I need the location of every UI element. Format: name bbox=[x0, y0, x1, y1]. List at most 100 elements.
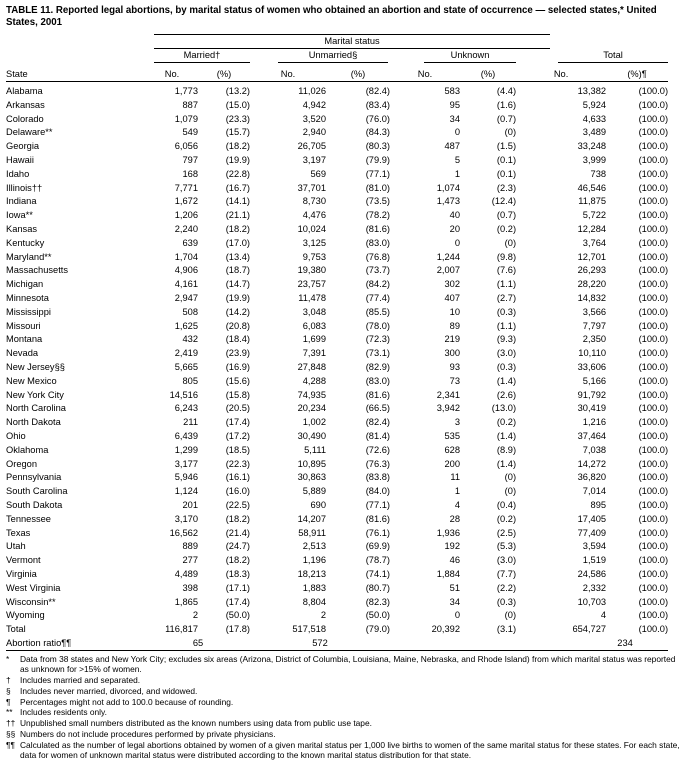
footnote-text: Includes never married, divorced, and wi… bbox=[20, 685, 198, 696]
state-cell: Kentucky bbox=[6, 237, 45, 248]
value-cell: 3,048 bbox=[302, 306, 326, 317]
value-cell: (78.2) bbox=[365, 210, 390, 221]
value-cell: (78.0) bbox=[365, 320, 390, 331]
marital-status-spanner: Marital status bbox=[146, 34, 551, 50]
col-header-pct-total: (%)¶ bbox=[606, 63, 669, 83]
value-cell: (2.7) bbox=[496, 293, 517, 303]
value-cell: 2,947 bbox=[174, 293, 198, 303]
footnote-symbol: ¶¶ bbox=[6, 740, 15, 751]
value-cell: (16.1) bbox=[225, 472, 250, 483]
value-cell: 10,703 bbox=[577, 596, 607, 607]
value-cell: 14,272 bbox=[577, 458, 607, 469]
footnote-text: Calculated as the number of legal aborti… bbox=[20, 740, 680, 761]
value-cell: (100.0) bbox=[638, 334, 669, 345]
spanner-row: Marital status bbox=[6, 34, 668, 50]
value-cell: (76.3) bbox=[365, 458, 390, 469]
footnote-symbol: § bbox=[6, 685, 11, 696]
value-cell: 2,940 bbox=[302, 127, 326, 138]
state-cell: Michigan bbox=[6, 279, 44, 290]
footnote-symbol: ¶ bbox=[6, 696, 11, 707]
table-row: Iowa** 1,206 (21.1) 4,476 (78.2) 40 (0.7) 5,722… bbox=[6, 206, 668, 220]
value-cell: 4,906 bbox=[174, 265, 198, 276]
value-cell: 654,727 bbox=[572, 624, 607, 635]
value-cell: 583 bbox=[444, 86, 460, 97]
value-cell: 432 bbox=[182, 334, 198, 345]
value-cell: 11,026 bbox=[298, 86, 326, 97]
value-cell: 89 bbox=[449, 320, 460, 331]
value-cell: 4 bbox=[454, 499, 460, 510]
footnote-symbol: §§ bbox=[6, 729, 16, 740]
table-row: Nevada 2,419 (23.9) 7,391 (73.1) 300 (3.0) 10,1… bbox=[6, 344, 668, 358]
value-cell: (1.6) bbox=[496, 99, 517, 110]
ratio-total: 234 bbox=[516, 634, 669, 651]
col-header-state: State bbox=[6, 63, 146, 83]
value-cell: 1,002 bbox=[302, 417, 326, 428]
footnote-symbol: † bbox=[6, 674, 11, 685]
value-cell: (82.3) bbox=[365, 596, 390, 607]
value-cell: (18.2) bbox=[225, 224, 250, 235]
footnote-symbol: * bbox=[6, 653, 10, 664]
state-cell: New Jersey§§ bbox=[6, 361, 65, 372]
value-cell: 26,705 bbox=[297, 141, 326, 152]
value-cell: 1,473 bbox=[436, 196, 460, 207]
value-cell: (76.0) bbox=[365, 113, 390, 124]
value-cell: 2,007 bbox=[436, 265, 460, 276]
value-cell: 24,586 bbox=[577, 568, 607, 579]
value-cell: 889 bbox=[182, 541, 198, 552]
value-cell: 3,942 bbox=[436, 403, 460, 414]
value-cell: (81.6) bbox=[365, 389, 390, 400]
col-header-pct: (%) bbox=[326, 63, 390, 83]
value-cell: 28,220 bbox=[577, 279, 607, 290]
table-row: Mississippi 508 (14.2) 3,048 (85.5) 10 (0.3) 3,… bbox=[6, 303, 668, 317]
state-cell: South Dakota bbox=[6, 499, 63, 510]
value-cell: 37,464 bbox=[577, 430, 607, 441]
value-cell: 34 bbox=[449, 113, 460, 124]
value-cell: 3,177 bbox=[174, 458, 198, 469]
value-cell: 887 bbox=[182, 99, 198, 110]
page: TABLE 11. Reported legal abortions, by m… bbox=[6, 5, 684, 761]
table-row: Hawaii 797 (19.9) 3,197 (79.9) 5 (0.1) 3,999 (10… bbox=[6, 151, 668, 165]
value-cell: (83.4) bbox=[365, 99, 390, 110]
abortion-table: Marital status Married† Unmarried§ Unkno… bbox=[6, 34, 669, 651]
value-cell: 1,773 bbox=[174, 86, 198, 97]
value-cell: (16.7) bbox=[225, 182, 250, 193]
value-cell: (100.0) bbox=[638, 306, 669, 317]
value-cell: (100.0) bbox=[638, 555, 669, 566]
value-cell: 5,111 bbox=[304, 444, 326, 455]
value-cell: (100.0) bbox=[638, 417, 669, 428]
value-cell: (100.0) bbox=[638, 624, 669, 635]
value-cell: 639 bbox=[182, 237, 198, 248]
footnote-text: Unpublished small numbers distributed as… bbox=[20, 718, 372, 729]
footnote-symbol: ** bbox=[6, 707, 13, 718]
table-row: Michigan 4,161 (14.7) 23,757 (84.2) 302 (1.1) 2… bbox=[6, 275, 668, 289]
subheader-row: State No. (%) No. (%) No. (%) No. (%)¶ bbox=[6, 63, 669, 83]
table-row: Ohio 6,439 (17.2) 30,490 (81.4) 535 (1.4) 37,46… bbox=[6, 427, 668, 441]
value-cell: 3 bbox=[454, 417, 460, 428]
state-cell: Delaware** bbox=[6, 127, 53, 138]
value-cell: 300 bbox=[444, 348, 460, 359]
value-cell: (100.0) bbox=[638, 403, 669, 414]
value-cell: 18,213 bbox=[297, 568, 326, 579]
value-cell: (1.4) bbox=[496, 458, 517, 469]
value-cell: 11,478 bbox=[298, 293, 326, 303]
value-cell: (100.0) bbox=[638, 596, 669, 607]
value-cell: 2,419 bbox=[174, 348, 198, 359]
value-cell: (100.0) bbox=[638, 527, 669, 538]
value-cell: (100.0) bbox=[638, 210, 669, 221]
value-cell: (100.0) bbox=[638, 389, 669, 400]
value-cell: 7,391 bbox=[302, 348, 326, 359]
value-cell: (100.0) bbox=[638, 293, 669, 303]
table-row: Oregon 3,177 (22.3) 10,895 (76.3) 200 (1.4) 14,… bbox=[6, 455, 668, 469]
table-row: Kentucky 639 (17.0) 3,125 (83.0) 0 (0) 3,764 (10… bbox=[6, 234, 668, 248]
ratio-married: 65 bbox=[146, 634, 250, 651]
value-cell: (81.6) bbox=[365, 513, 390, 524]
value-cell: (82.9) bbox=[365, 361, 390, 372]
value-cell: 407 bbox=[444, 293, 460, 303]
footnote: §§ Numbers do not include procedures perf… bbox=[6, 729, 684, 740]
state-cell: Total bbox=[6, 624, 26, 635]
value-cell: 690 bbox=[310, 499, 326, 510]
group-header-unknown: Unknown bbox=[390, 49, 517, 64]
abortion-ratio-row: Abortion ratio¶¶ 65 572 234 bbox=[6, 634, 669, 651]
value-cell: 20,392 bbox=[431, 624, 460, 635]
value-cell: (100.0) bbox=[638, 86, 669, 97]
